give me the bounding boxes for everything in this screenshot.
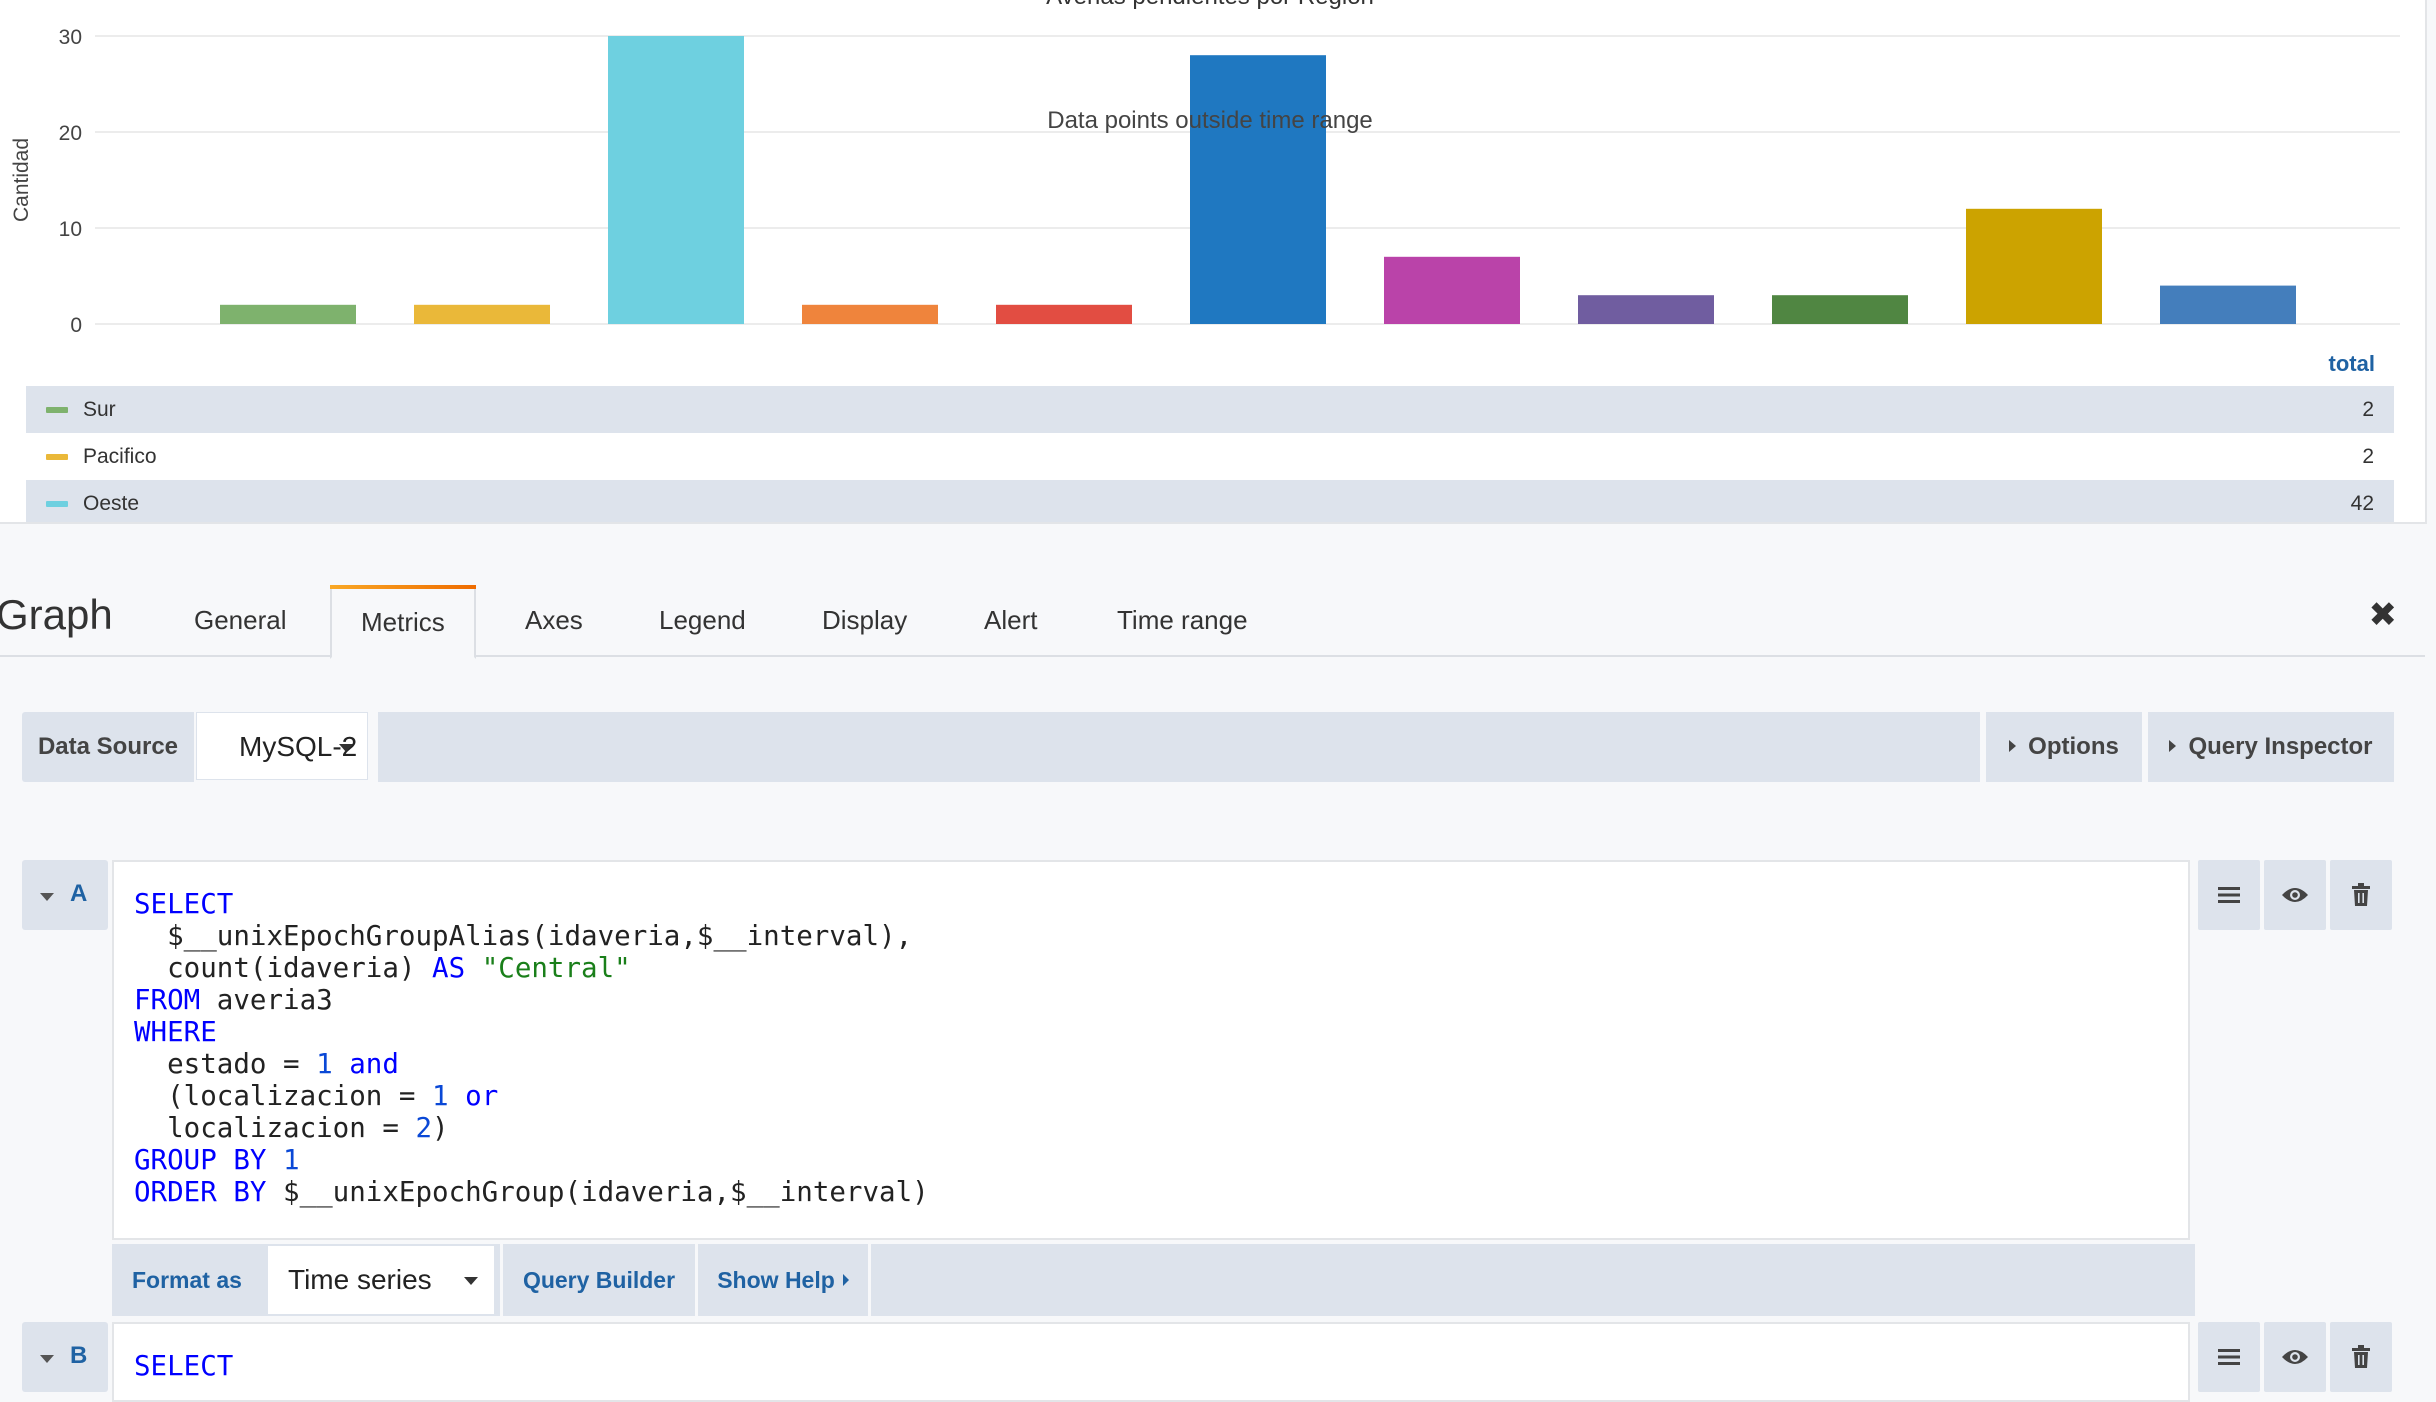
sql-code[interactable]: SELECT xyxy=(114,1324,2188,1382)
collapse-caret-icon[interactable] xyxy=(40,1355,54,1363)
bar xyxy=(220,304,356,324)
options-button-label: Options xyxy=(2028,733,2119,760)
legend-label[interactable]: Oeste xyxy=(83,491,140,515)
legend-swatch xyxy=(46,500,68,507)
tab-alert[interactable]: Alert xyxy=(984,605,1038,635)
format-as-select[interactable]: Time series xyxy=(268,1246,494,1314)
show-help-button[interactable]: Show Help xyxy=(695,1244,868,1316)
caret-right-icon xyxy=(2009,739,2017,752)
bar xyxy=(414,304,550,324)
bar xyxy=(1772,295,1908,324)
caret-right-icon xyxy=(2169,739,2177,752)
format-as-value: Time series xyxy=(288,1264,432,1295)
eye-icon[interactable] xyxy=(2264,1322,2326,1392)
query-b-header[interactable]: B xyxy=(22,1322,108,1392)
legend-value: 42 xyxy=(2350,491,2374,515)
tab-metrics[interactable]: Metrics xyxy=(330,585,476,659)
options-button[interactable]: Options xyxy=(1986,712,2142,782)
legend-label[interactable]: Sur xyxy=(83,397,116,421)
tab-display[interactable]: Display xyxy=(822,605,908,635)
legend-item[interactable]: Sur 2 xyxy=(26,386,2394,433)
format-as-label: Format as xyxy=(132,1267,242,1293)
graph-panel: Averias pendientes por Region 0 10 20 30 Cant… xyxy=(0,0,2427,524)
query-a-format-bar: Format as Time series Query Builder Show… xyxy=(112,1244,2195,1316)
tab-legend[interactable]: Legend xyxy=(659,605,746,635)
bar xyxy=(1384,256,1520,324)
legend-label[interactable]: Pacifico xyxy=(83,444,157,468)
y-tick-label: 20 xyxy=(59,122,82,145)
caret-right-icon xyxy=(842,1273,849,1286)
bar xyxy=(1966,208,2102,324)
legend-list: Sur 2 Pacifico 2 Oeste 42 xyxy=(26,386,2394,522)
bar xyxy=(802,304,938,324)
bar xyxy=(2160,285,2296,324)
eye-icon[interactable] xyxy=(2264,860,2326,930)
y-axis-label: Cantidad xyxy=(10,138,33,222)
sql-keyword: SELECT xyxy=(134,1350,234,1382)
trash-icon[interactable] xyxy=(2330,1322,2392,1392)
bar-chart: Averias pendientes por Region 0 10 20 30 Cant… xyxy=(10,0,2400,337)
bar xyxy=(1578,295,1714,324)
show-help-label: Show Help xyxy=(717,1267,835,1293)
bar xyxy=(1190,55,1326,324)
y-tick-label: 10 xyxy=(59,218,82,241)
menu-icon[interactable] xyxy=(2198,860,2260,930)
close-icon[interactable]: ✖ xyxy=(2368,596,2398,634)
chart-overlay-message: Data points outside time range xyxy=(1047,107,1373,134)
legend-value: 2 xyxy=(2362,444,2374,468)
trash-icon[interactable] xyxy=(2330,860,2392,930)
query-letter: A xyxy=(70,880,88,907)
query-a-header[interactable]: A xyxy=(22,860,108,930)
query-builder-button[interactable]: Query Builder xyxy=(500,1244,695,1316)
datasource-select[interactable]: MySQL-2 xyxy=(196,712,368,780)
legend-value: 2 xyxy=(2362,397,2374,421)
y-tick-label: 0 xyxy=(70,314,82,337)
query-inspector-button-label: Query Inspector xyxy=(2188,733,2373,760)
format-bar-filler xyxy=(868,1244,2195,1316)
legend-total-header[interactable]: total xyxy=(2328,351,2375,376)
datasource-label: Data Source xyxy=(22,712,194,782)
panel-editor-header: Graph General Metrics Axes Legend Displa… xyxy=(0,577,2425,659)
bar xyxy=(608,36,744,324)
query-a-editor[interactable]: SELECT $__unixEpochGroupAlias(idaveria,$… xyxy=(112,860,2190,1240)
sql-code[interactable]: SELECT $__unixEpochGroupAlias(idaveria,$… xyxy=(134,888,929,1208)
collapse-caret-icon[interactable] xyxy=(40,893,54,901)
datasource-bar-filler xyxy=(378,712,1980,782)
bar xyxy=(996,304,1132,324)
chart-title: Averias pendientes por Region xyxy=(1046,0,1374,10)
query-inspector-button[interactable]: Query Inspector xyxy=(2148,712,2394,782)
caret-down-icon xyxy=(464,1277,478,1285)
tab-time-range[interactable]: Time range xyxy=(1117,605,1248,635)
menu-icon[interactable] xyxy=(2198,1322,2260,1392)
editor-title: Graph xyxy=(0,591,113,638)
datasource-value: MySQL-2 xyxy=(239,731,358,762)
query-b-editor[interactable]: SELECT xyxy=(112,1322,2190,1402)
legend-swatch xyxy=(46,453,68,460)
legend-item[interactable]: Oeste 42 xyxy=(26,480,2394,522)
datasource-bar: Data Source MySQL-2 Options Query Inspec… xyxy=(22,712,2396,782)
legend-item[interactable]: Pacifico 2 xyxy=(26,433,2394,480)
caret-down-icon xyxy=(339,744,353,752)
tab-general[interactable]: General xyxy=(194,605,287,635)
legend-swatch xyxy=(46,406,68,413)
query-letter: B xyxy=(70,1342,88,1369)
tab-axes[interactable]: Axes xyxy=(525,605,583,635)
y-tick-label: 30 xyxy=(59,26,82,49)
